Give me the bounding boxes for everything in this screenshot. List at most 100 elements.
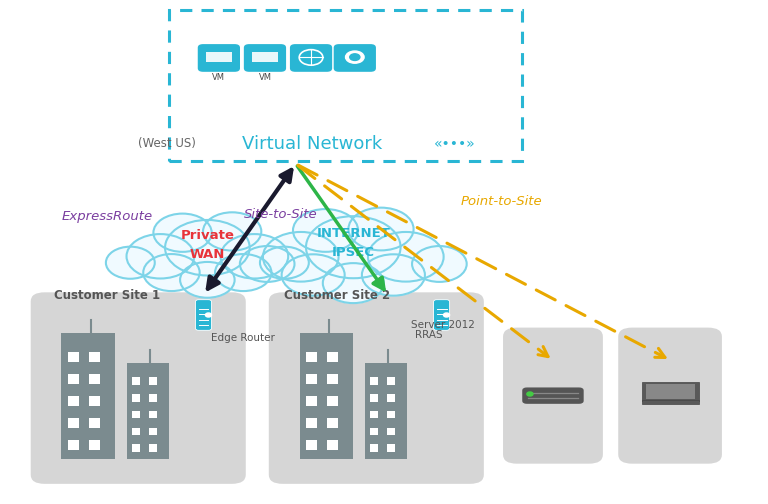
FancyBboxPatch shape <box>290 44 332 72</box>
FancyBboxPatch shape <box>365 363 407 459</box>
Ellipse shape <box>282 255 345 296</box>
FancyBboxPatch shape <box>503 328 603 464</box>
Text: Point-to-Site: Point-to-Site <box>461 195 542 208</box>
FancyBboxPatch shape <box>89 439 100 450</box>
Ellipse shape <box>220 234 288 279</box>
FancyBboxPatch shape <box>370 445 379 452</box>
Text: Site-to-Site: Site-to-Site <box>243 208 317 221</box>
FancyBboxPatch shape <box>327 352 338 362</box>
FancyBboxPatch shape <box>132 394 141 402</box>
Ellipse shape <box>203 212 261 250</box>
FancyBboxPatch shape <box>149 377 157 385</box>
FancyBboxPatch shape <box>387 411 396 418</box>
FancyBboxPatch shape <box>641 400 700 404</box>
FancyBboxPatch shape <box>387 427 396 435</box>
FancyBboxPatch shape <box>387 377 396 385</box>
FancyBboxPatch shape <box>370 394 379 402</box>
FancyBboxPatch shape <box>370 377 379 385</box>
FancyBboxPatch shape <box>132 445 141 452</box>
Circle shape <box>443 313 449 317</box>
Text: Server 2012: Server 2012 <box>411 320 475 330</box>
FancyBboxPatch shape <box>333 44 376 72</box>
Text: Virtual Network: Virtual Network <box>242 135 382 153</box>
Ellipse shape <box>412 246 467 282</box>
Ellipse shape <box>240 246 294 282</box>
Text: VM: VM <box>259 73 271 82</box>
FancyBboxPatch shape <box>149 445 157 452</box>
FancyBboxPatch shape <box>68 418 78 428</box>
FancyBboxPatch shape <box>68 439 78 450</box>
Ellipse shape <box>215 254 271 291</box>
Text: «•••»: «•••» <box>434 137 475 151</box>
FancyBboxPatch shape <box>68 396 78 406</box>
FancyBboxPatch shape <box>31 292 246 484</box>
Text: WAN: WAN <box>190 248 225 261</box>
Ellipse shape <box>127 234 194 279</box>
FancyBboxPatch shape <box>68 373 78 384</box>
Text: VM: VM <box>213 73 225 82</box>
FancyBboxPatch shape <box>327 439 338 450</box>
Text: Customer Site 1: Customer Site 1 <box>54 289 160 302</box>
FancyBboxPatch shape <box>206 51 232 62</box>
FancyBboxPatch shape <box>196 300 211 330</box>
FancyBboxPatch shape <box>132 411 141 418</box>
Ellipse shape <box>106 246 155 279</box>
FancyBboxPatch shape <box>300 333 353 459</box>
FancyBboxPatch shape <box>127 363 169 459</box>
Text: INTERNET: INTERNET <box>316 227 390 240</box>
Ellipse shape <box>349 208 414 250</box>
FancyBboxPatch shape <box>327 373 338 384</box>
FancyBboxPatch shape <box>370 427 379 435</box>
FancyBboxPatch shape <box>149 427 157 435</box>
Circle shape <box>205 313 211 317</box>
FancyBboxPatch shape <box>306 439 316 450</box>
FancyBboxPatch shape <box>149 411 157 418</box>
FancyBboxPatch shape <box>641 382 700 401</box>
Ellipse shape <box>323 263 384 303</box>
FancyBboxPatch shape <box>89 396 100 406</box>
FancyBboxPatch shape <box>197 44 240 72</box>
FancyBboxPatch shape <box>387 394 396 402</box>
FancyBboxPatch shape <box>132 377 141 385</box>
FancyBboxPatch shape <box>252 51 277 62</box>
Text: IPSEC: IPSEC <box>332 245 375 259</box>
Ellipse shape <box>165 220 250 276</box>
FancyBboxPatch shape <box>387 445 396 452</box>
Ellipse shape <box>180 262 234 298</box>
FancyBboxPatch shape <box>89 352 100 362</box>
Text: Private: Private <box>180 229 234 242</box>
FancyBboxPatch shape <box>306 352 316 362</box>
FancyBboxPatch shape <box>269 292 484 484</box>
Text: RRAS: RRAS <box>415 330 442 340</box>
Ellipse shape <box>144 254 200 291</box>
FancyBboxPatch shape <box>327 418 338 428</box>
Text: Customer Site 2: Customer Site 2 <box>284 289 390 302</box>
Ellipse shape <box>368 232 444 282</box>
FancyBboxPatch shape <box>646 384 695 399</box>
FancyBboxPatch shape <box>306 373 316 384</box>
FancyBboxPatch shape <box>522 388 584 404</box>
FancyBboxPatch shape <box>149 394 157 402</box>
FancyBboxPatch shape <box>89 373 100 384</box>
FancyBboxPatch shape <box>68 352 78 362</box>
FancyBboxPatch shape <box>618 328 722 464</box>
FancyBboxPatch shape <box>132 427 141 435</box>
FancyBboxPatch shape <box>434 300 449 330</box>
FancyBboxPatch shape <box>370 411 379 418</box>
Circle shape <box>346 51 364 63</box>
FancyBboxPatch shape <box>61 333 115 459</box>
Text: ExpressRoute: ExpressRoute <box>62 210 153 223</box>
Circle shape <box>349 54 360 60</box>
Ellipse shape <box>293 209 358 252</box>
Circle shape <box>527 392 533 396</box>
FancyBboxPatch shape <box>243 44 286 72</box>
FancyBboxPatch shape <box>306 418 316 428</box>
FancyBboxPatch shape <box>327 396 338 406</box>
Text: (West US): (West US) <box>138 137 196 150</box>
FancyBboxPatch shape <box>306 396 316 406</box>
Ellipse shape <box>306 216 401 278</box>
Ellipse shape <box>154 214 212 252</box>
Text: Edge Router: Edge Router <box>211 333 275 343</box>
Ellipse shape <box>362 255 425 296</box>
Ellipse shape <box>260 246 309 279</box>
